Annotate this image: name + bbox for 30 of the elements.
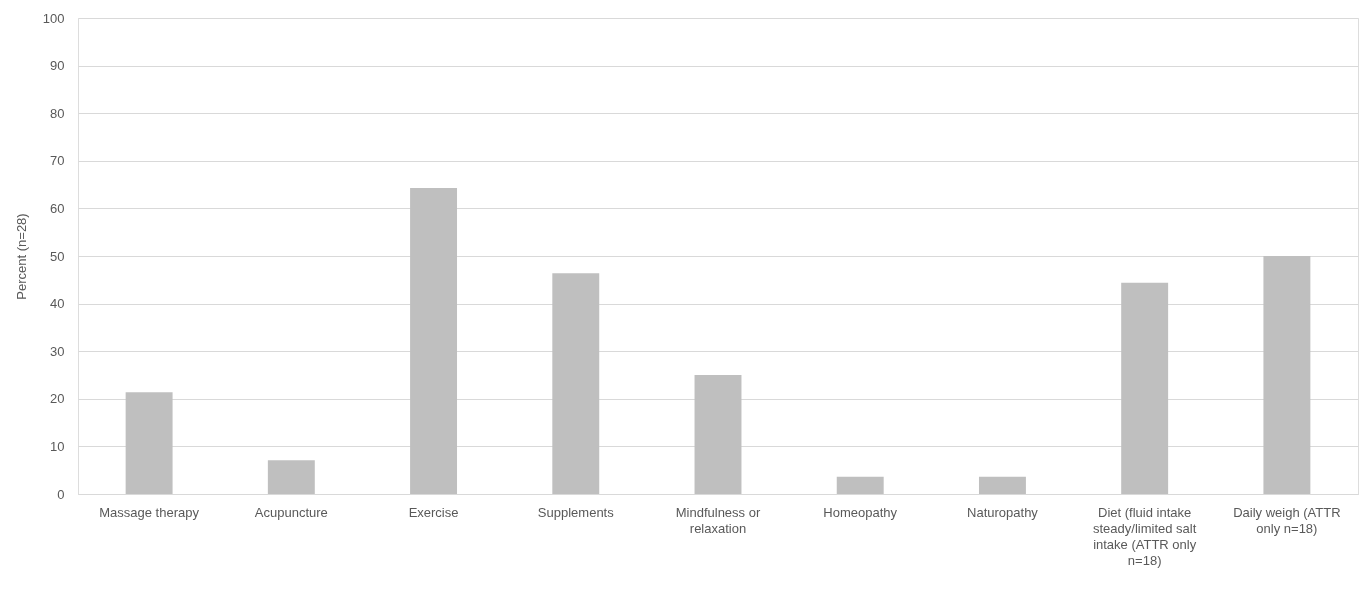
x-tick-label: Massage therapy <box>99 504 200 520</box>
y-tick-label: 0 <box>57 486 65 502</box>
y-tick-label: 20 <box>50 391 65 407</box>
x-tick-label: Naturopathy <box>967 504 1039 520</box>
bar <box>125 392 173 494</box>
bar <box>836 476 884 494</box>
y-tick-label: 100 <box>42 10 65 26</box>
bar <box>1263 256 1311 494</box>
x-tick-label: Homeopathy <box>823 504 898 520</box>
x-tick-label: Diet (fluid intake steady/limited salt intake (ATTR only n=18) <box>1093 504 1197 568</box>
x-tick-label: Exercise <box>408 504 459 520</box>
x-tick-label: Mindfulness or relaxation <box>675 504 761 536</box>
y-tick-label: 70 <box>50 153 65 169</box>
bar <box>552 273 600 494</box>
bar <box>267 460 315 494</box>
bar <box>694 375 742 494</box>
y-tick-label: 30 <box>50 343 65 359</box>
y-tick-label: 50 <box>50 248 65 264</box>
y-tick-label: 90 <box>50 58 65 74</box>
y-axis-title: Percent (n=28) <box>13 213 29 300</box>
y-tick-label: 10 <box>50 438 65 454</box>
y-tick-label: 60 <box>50 200 65 216</box>
bar <box>410 187 458 494</box>
x-tick-label: Acupuncture <box>254 504 328 520</box>
bar <box>978 476 1026 494</box>
y-tick-label: 80 <box>50 105 65 121</box>
y-tick-label: 40 <box>50 296 65 312</box>
x-tick-label: Daily weigh (ATTR only n=18) <box>1233 504 1341 536</box>
x-tick-label: Supplements <box>537 504 615 520</box>
bar <box>1121 282 1169 494</box>
